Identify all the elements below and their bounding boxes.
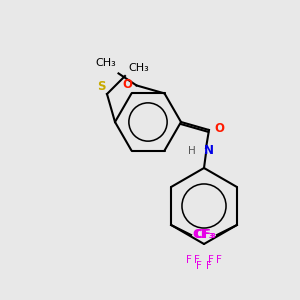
Text: F: F [216,255,222,265]
Text: F: F [194,255,200,265]
Text: F: F [206,261,212,271]
Text: F: F [208,255,214,265]
Text: S: S [98,80,106,93]
Text: O: O [214,122,224,134]
Text: CF₃: CF₃ [192,229,214,242]
Text: F: F [196,261,202,271]
Text: N: N [204,145,214,158]
Text: CH₃: CH₃ [96,58,116,68]
Text: F: F [186,255,192,265]
Text: O: O [122,78,133,91]
Text: H: H [188,146,196,156]
Text: CF₃: CF₃ [194,229,216,242]
Text: CH₃: CH₃ [128,63,149,73]
